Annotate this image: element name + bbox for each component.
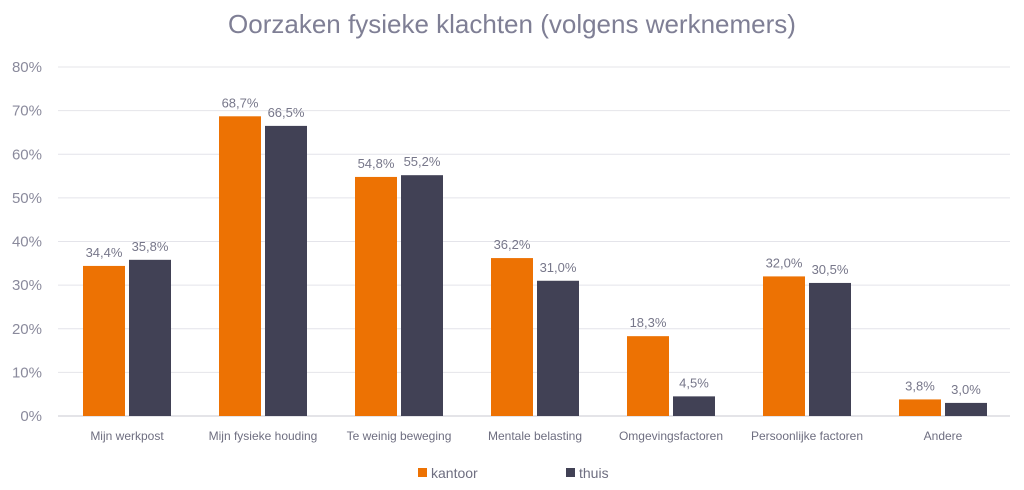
y-tick-label: 10% [12, 364, 42, 381]
data-label: 3,0% [951, 382, 981, 397]
data-label: 66,5% [268, 105, 305, 120]
x-tick-label: Mentale belasting [488, 429, 582, 443]
data-label: 36,2% [494, 237, 531, 252]
bar-thuis [537, 280, 579, 416]
bar-kantoor [491, 258, 533, 416]
bar-thuis [809, 282, 851, 416]
data-label: 68,7% [222, 95, 259, 110]
bar-thuis [129, 259, 171, 416]
legend-swatch-kantoor [418, 468, 427, 477]
bar-kantoor [83, 265, 125, 416]
legend-label: kantoor [431, 465, 478, 481]
bar-kantoor [627, 336, 669, 416]
data-label: 3,8% [905, 378, 935, 393]
bar-kantoor [355, 176, 397, 416]
data-label: 18,3% [630, 315, 667, 330]
x-tick-label: Omgevingsfactoren [619, 429, 723, 443]
data-label: 54,8% [358, 156, 395, 171]
y-tick-label: 40% [12, 234, 42, 251]
y-tick-label: 50% [12, 190, 42, 207]
bar-kantoor [899, 399, 941, 416]
y-tick-label: 20% [12, 321, 42, 338]
chart-title: Oorzaken fysieke klachten (volgens werkn… [228, 9, 796, 39]
y-tick-label: 0% [20, 408, 42, 425]
data-label: 35,8% [132, 239, 169, 254]
data-label: 30,5% [812, 262, 849, 277]
x-tick-label: Te weinig beweging [347, 429, 452, 443]
x-tick-label: Persoonlijke factoren [751, 429, 863, 443]
x-tick-label: Andere [924, 429, 963, 443]
bar-thuis [265, 125, 307, 417]
bar-thuis [673, 396, 715, 416]
data-label: 55,2% [404, 154, 441, 169]
data-label: 31,0% [540, 260, 577, 275]
legend-label: thuis [579, 465, 609, 481]
data-label: 32,0% [766, 255, 803, 270]
bar-kantoor [219, 116, 261, 416]
legend-swatch-thuis [566, 468, 575, 477]
x-tick-label: Mijn werkpost [90, 429, 164, 443]
y-tick-label: 30% [12, 277, 42, 294]
y-tick-label: 70% [12, 103, 42, 120]
bar-thuis [401, 175, 443, 416]
y-tick-label: 80% [12, 59, 42, 76]
y-tick-label: 60% [12, 146, 42, 163]
bar-kantoor [763, 276, 805, 416]
bar-thuis [945, 402, 987, 416]
data-label: 4,5% [679, 375, 709, 390]
data-label: 34,4% [86, 245, 123, 260]
x-tick-label: Mijn fysieke houding [209, 429, 318, 443]
